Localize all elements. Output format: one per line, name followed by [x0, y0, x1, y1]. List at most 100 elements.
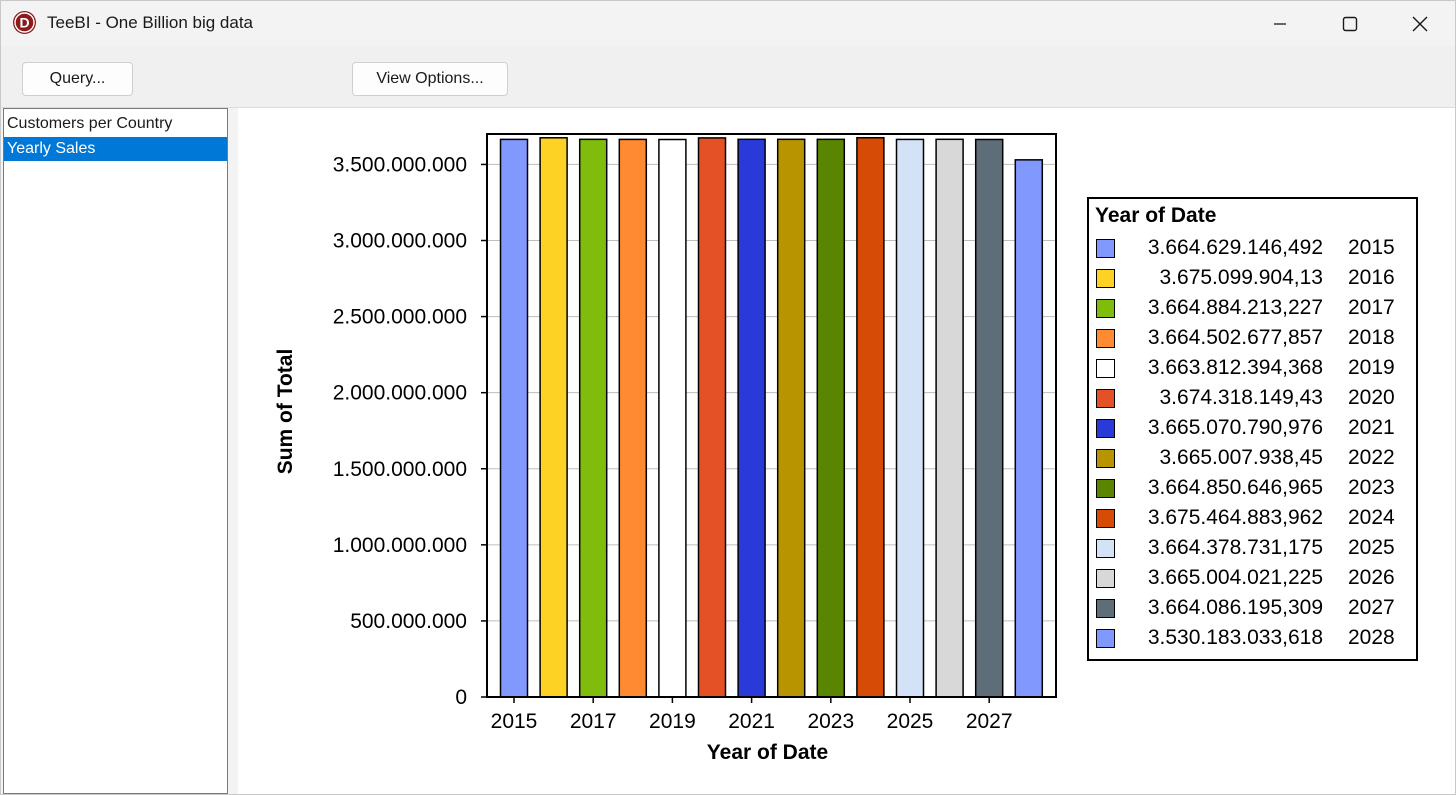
bar-2026[interactable] [935, 138, 964, 698]
legend-item-2027[interactable]: 3.664.086.195,309 2027 [1089, 595, 1416, 625]
bar-2016[interactable] [539, 137, 568, 698]
bar-2019[interactable] [658, 138, 687, 698]
legend-value: 3.665.004.021,225 [1147, 566, 1323, 589]
legend-swatch [1096, 509, 1115, 528]
legend-swatch [1096, 479, 1115, 498]
title-bar[interactable]: D TeeBI - One Billion big data [1, 1, 1455, 46]
bar-2023[interactable] [816, 138, 846, 698]
legend-year: 2025 [1348, 536, 1395, 559]
legend-swatch [1096, 599, 1115, 618]
maximize-button[interactable] [1315, 1, 1385, 46]
legend-item-2019[interactable]: 3.663.812.394,368 2019 [1089, 355, 1416, 385]
bar-chart[interactable]: 0 500.000.000 1.000.000.000 1.500.000.000 2.… [238, 108, 1455, 794]
minimize-icon [1274, 22, 1286, 25]
bar-2025[interactable] [895, 138, 925, 698]
x-tick-label: 2025 [887, 710, 934, 733]
x-tick-label: 2027 [966, 710, 1013, 733]
legend-swatch [1096, 299, 1115, 318]
legend-swatch [1096, 419, 1115, 438]
legend-value: 3.664.086.195,309 [1147, 596, 1323, 619]
legend-item-2022[interactable]: 3.665.007.938,45 2022 [1089, 445, 1416, 475]
y-axis-title: Sum of Total [274, 349, 297, 475]
legend-year: 2015 [1348, 236, 1395, 259]
query-button[interactable]: Query... [22, 62, 133, 96]
close-icon [1412, 16, 1428, 31]
legend-year: 2027 [1348, 596, 1395, 619]
bar-2027[interactable] [974, 138, 1004, 698]
bar-2015[interactable] [499, 138, 529, 698]
legend-year: 2016 [1348, 266, 1395, 289]
view-options-button[interactable]: View Options... [352, 62, 508, 96]
legend-year: 2028 [1348, 626, 1395, 649]
list-item-customers-per-country[interactable]: Customers per Country [7, 115, 173, 132]
legend-swatch [1096, 359, 1115, 378]
close-button[interactable] [1385, 1, 1455, 46]
legend-swatch [1096, 569, 1115, 588]
legend-swatch [1096, 239, 1115, 258]
chart-panel[interactable]: 0 500.000.000 1.000.000.000 1.500.000.000 2.… [238, 108, 1455, 794]
y-tick-label: 2.500.000.000 [333, 306, 467, 329]
y-tick-label: 1.000.000.000 [333, 534, 467, 557]
bar-2024[interactable] [856, 136, 885, 698]
legend-item-2016[interactable]: 3.675.099.904,13 2016 [1089, 265, 1416, 295]
legend-title: Year of Date [1095, 204, 1217, 227]
window-title: TeeBI - One Billion big data [47, 13, 254, 32]
legend-item-2023[interactable]: 3.664.850.646,965 2023 [1089, 475, 1416, 505]
legend-swatch [1096, 539, 1115, 558]
legend-year: 2022 [1348, 446, 1395, 469]
x-tick-label: 2023 [807, 710, 854, 733]
legend-item-2021[interactable]: 3.665.070.790,976 2021 [1089, 415, 1416, 445]
app-logo-icon: D [13, 11, 36, 34]
legend-item-2024[interactable]: 3.675.464.883,962 2024 [1089, 505, 1416, 535]
plot-frame [486, 133, 1057, 698]
app-logo-glyph: D [14, 12, 35, 33]
bar-2017[interactable] [578, 138, 608, 698]
query-list[interactable]: Customers per Country Yearly Sales [3, 108, 228, 794]
x-tick-label: 2015 [491, 710, 538, 733]
list-item-yearly-sales[interactable]: Yearly Sales [4, 137, 227, 161]
legend-year: 2020 [1348, 386, 1395, 409]
minimize-button[interactable] [1245, 1, 1315, 46]
bar-2022[interactable] [776, 138, 806, 698]
legend-swatch [1096, 449, 1115, 468]
legend-swatch [1096, 329, 1115, 348]
chart-legend[interactable]: Year of Date 3.664.629.146,492 2015 3.675.… [1087, 197, 1418, 661]
legend-year: 2026 [1348, 566, 1395, 589]
bar-2020[interactable] [697, 137, 727, 698]
x-tick-label: 2017 [570, 710, 617, 733]
bar-2018[interactable] [618, 138, 648, 698]
legend-item-2020[interactable]: 3.674.318.149,43 2020 [1089, 385, 1416, 415]
legend-year: 2018 [1348, 326, 1395, 349]
y-tick-label: 3.500.000.000 [333, 153, 467, 176]
x-tick-label: 2021 [728, 710, 775, 733]
legend-year: 2019 [1348, 356, 1395, 379]
legend-item-2025[interactable]: 3.664.378.731,175 2025 [1089, 535, 1416, 565]
legend-item-2017[interactable]: 3.664.884.213,227 2017 [1089, 295, 1416, 325]
legend-value: 3.674.318.149,43 [1159, 386, 1324, 409]
legend-item-2018[interactable]: 3.664.502.677,857 2018 [1089, 325, 1416, 355]
legend-year: 2021 [1348, 416, 1395, 439]
legend-item-2015[interactable]: 3.664.629.146,492 2015 [1089, 235, 1416, 265]
y-tick-label: 2.000.000.000 [333, 382, 467, 405]
legend-item-2026[interactable]: 3.665.004.021,225 2026 [1089, 565, 1416, 595]
legend-swatch [1096, 629, 1115, 648]
bar-2028[interactable] [1014, 159, 1044, 698]
legend-value: 3.665.070.790,976 [1147, 416, 1323, 439]
legend-value: 3.664.884.213,227 [1147, 296, 1323, 319]
maximize-icon [1342, 16, 1358, 31]
view-options-button-label: View Options... [376, 70, 484, 87]
svg-text:D: D [19, 15, 29, 31]
y-tick-label: 500.000.000 [350, 610, 467, 633]
y-tick-label: 1.500.000.000 [333, 458, 467, 481]
y-tick-label: 3.000.000.000 [333, 230, 467, 253]
y-tick-label: 0 [455, 686, 467, 709]
x-tick-label: 2019 [649, 710, 696, 733]
legend-value: 3.664.502.677,857 [1147, 326, 1323, 349]
legend-value: 3.675.099.904,13 [1159, 266, 1324, 289]
legend-item-2028[interactable]: 3.530.183.033,618 2028 [1089, 625, 1416, 655]
bar-2021[interactable] [737, 138, 766, 698]
legend-value: 3.664.629.146,492 [1147, 236, 1323, 259]
query-button-label: Query... [49, 70, 106, 87]
legend-value: 3.664.850.646,965 [1147, 476, 1323, 499]
